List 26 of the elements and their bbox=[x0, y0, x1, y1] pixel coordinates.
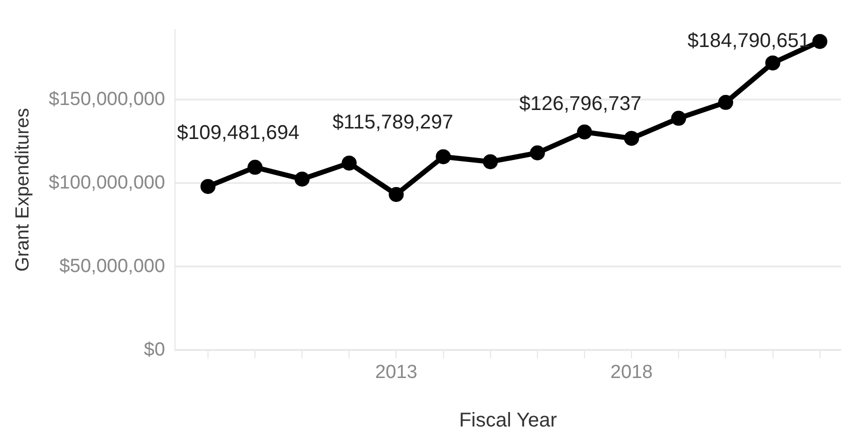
data-label: $115,789,297 bbox=[332, 111, 454, 134]
point bbox=[671, 110, 686, 126]
point bbox=[624, 130, 640, 146]
point bbox=[436, 149, 451, 164]
point bbox=[718, 94, 734, 110]
point bbox=[248, 160, 263, 175]
data-label: $184,790,651 bbox=[687, 30, 810, 52]
y-tick-label: $150,000,000 bbox=[48, 88, 166, 110]
point bbox=[812, 34, 828, 49]
point bbox=[294, 172, 310, 187]
point bbox=[388, 186, 404, 202]
point bbox=[482, 154, 498, 170]
point bbox=[200, 178, 216, 194]
data-label: $126,796,737 bbox=[519, 92, 642, 115]
point bbox=[342, 156, 357, 171]
y-tick-label: $50,000,000 bbox=[59, 256, 166, 277]
data-label: $109,481,694 bbox=[177, 122, 300, 144]
point bbox=[576, 124, 592, 140]
y-tick-label: $100,000,000 bbox=[48, 172, 166, 194]
x-axis-title: Fiscal Year bbox=[459, 410, 558, 432]
y-axis-title: Grant Expenditures bbox=[12, 108, 34, 272]
point bbox=[765, 55, 780, 70]
x-tick-label: 2013 bbox=[375, 362, 418, 383]
x-tick-label: 2018 bbox=[610, 362, 653, 383]
point bbox=[530, 145, 545, 160]
y-tick-label: $0 bbox=[144, 339, 166, 360]
